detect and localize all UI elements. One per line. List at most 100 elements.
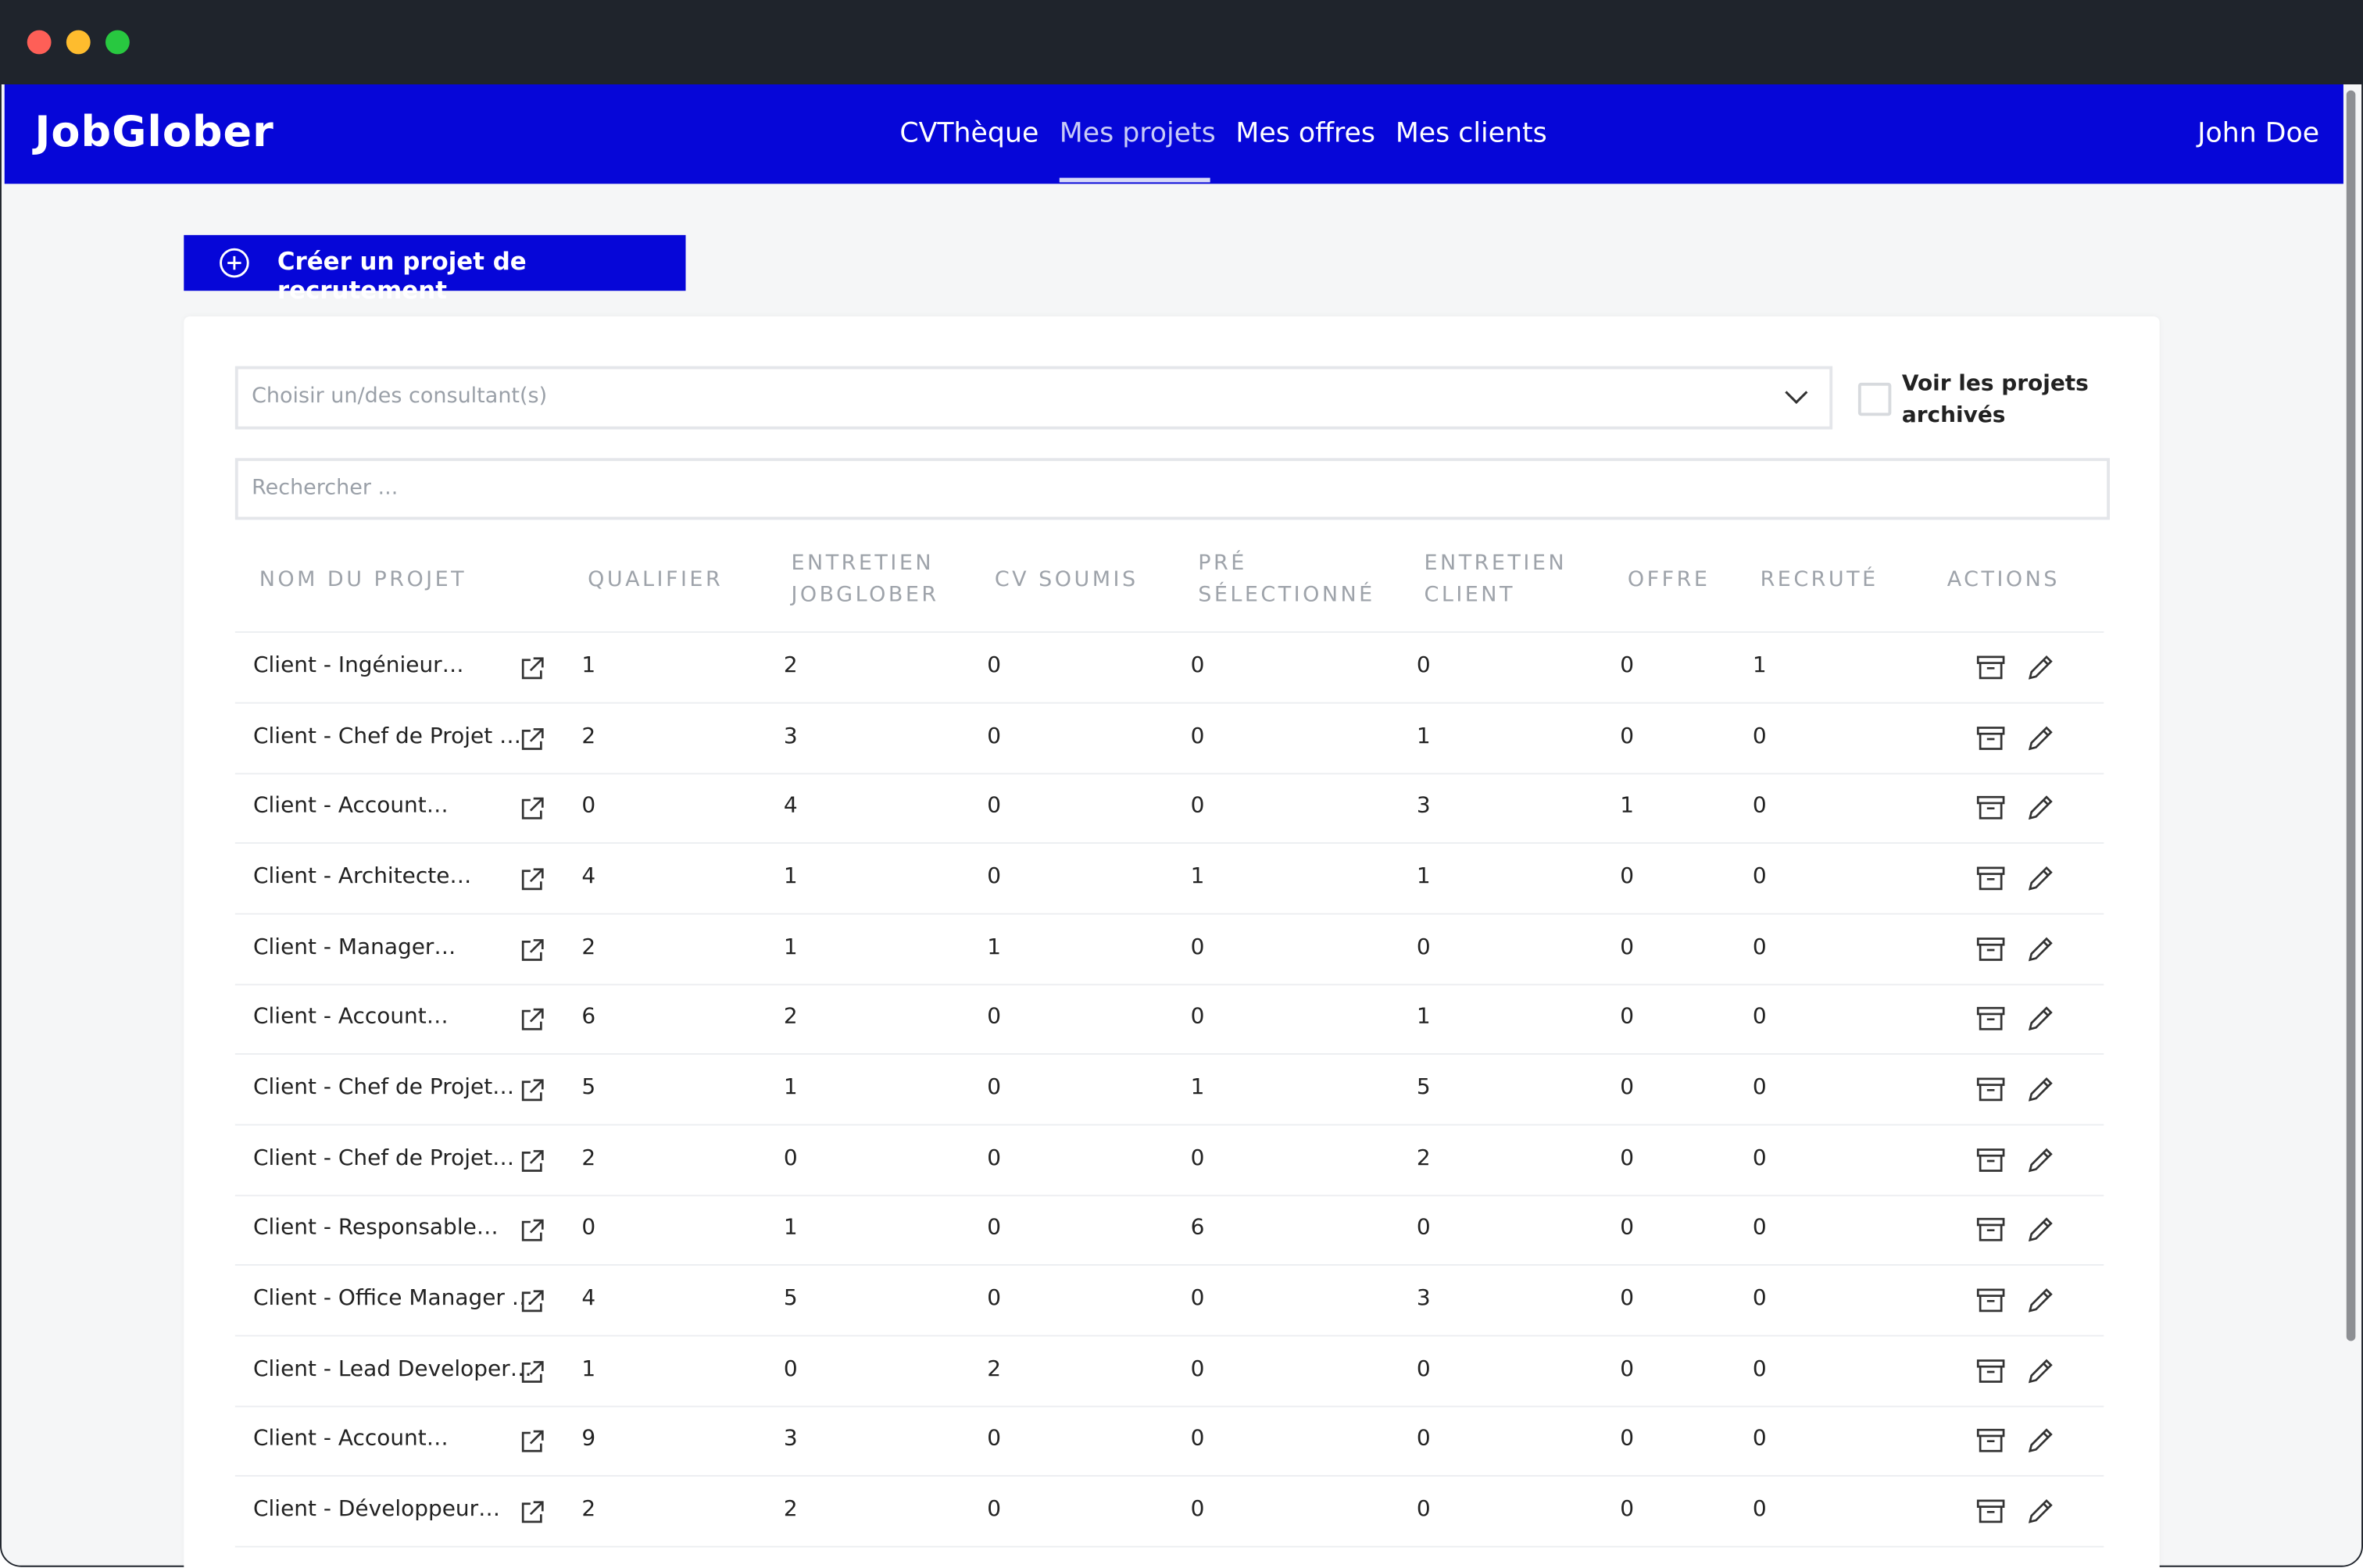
stage-count: 0: [1620, 653, 1635, 678]
row-divider: [234, 1264, 2104, 1266]
stage-count: 0: [1620, 1287, 1635, 1311]
user-name[interactable]: John Doe: [2197, 117, 2320, 149]
column-header: CV SOUMIS: [994, 568, 1139, 592]
stage-count: 0: [1620, 1005, 1635, 1030]
nav-link[interactable]: Mes projets: [1059, 117, 1216, 149]
open-link-icon[interactable]: [517, 1005, 547, 1036]
project-name[interactable]: Client - Responsable…: [252, 1216, 499, 1241]
project-name[interactable]: Client - Ingénieur…: [252, 653, 464, 678]
project-name[interactable]: Client - Développeur…: [252, 1498, 501, 1522]
stage-count: 0: [581, 794, 596, 819]
edit-icon[interactable]: [2025, 652, 2056, 683]
archived-label[interactable]: Voir les projets archivés: [1901, 372, 2089, 428]
project-name[interactable]: Client - Account…: [252, 1427, 449, 1452]
stage-count: 0: [1620, 935, 1635, 959]
maximize-dot[interactable]: [105, 30, 130, 55]
consultant-select[interactable]: Choisir un/des consultant(s): [234, 366, 1833, 430]
open-link-icon[interactable]: [517, 1076, 547, 1106]
logo[interactable]: JobGlober: [34, 106, 274, 157]
stage-count: 0: [581, 1216, 596, 1241]
open-link-icon[interactable]: [517, 865, 547, 895]
close-dot[interactable]: [27, 30, 52, 55]
open-link-icon[interactable]: [517, 724, 547, 755]
archive-icon[interactable]: [1975, 1355, 2006, 1386]
edit-icon[interactable]: [2025, 1285, 2056, 1316]
archive-icon[interactable]: [1975, 1496, 2006, 1527]
stage-count: 1: [1620, 794, 1635, 819]
stage-count: 0: [1416, 1357, 1431, 1381]
archive-icon[interactable]: [1975, 793, 2006, 823]
stage-count: 0: [1620, 864, 1635, 889]
stage-count: 2: [1416, 1146, 1431, 1170]
edit-icon[interactable]: [2025, 863, 2056, 894]
row-divider: [234, 913, 2104, 915]
project-name[interactable]: Client - Office Manager …: [252, 1287, 534, 1311]
open-link-icon[interactable]: [517, 795, 547, 825]
archive-icon[interactable]: [1975, 723, 2006, 753]
nav-link[interactable]: CVThèque: [899, 117, 1039, 149]
stage-count: 0: [1752, 794, 1767, 819]
create-button[interactable]: Créer un projet de recrutement: [184, 234, 686, 305]
chevron-icon: [1785, 391, 1808, 405]
stage-count: 0: [1190, 1498, 1205, 1522]
project-name[interactable]: Client - Chef de Projet…: [252, 1076, 515, 1100]
project-name[interactable]: Client - Chef de Projet …: [252, 723, 522, 748]
open-link-icon[interactable]: [517, 1216, 547, 1247]
archive-icon[interactable]: [1975, 1285, 2006, 1316]
stage-count: 0: [1752, 723, 1767, 748]
open-link-icon[interactable]: [517, 1427, 547, 1458]
edit-icon[interactable]: [2025, 1426, 2056, 1456]
search-input[interactable]: Rechercher ...: [234, 458, 2110, 520]
scrollbar[interactable]: [2346, 90, 2356, 1341]
stage-count: 4: [783, 794, 798, 819]
edit-icon[interactable]: [2025, 1004, 2056, 1034]
project-name[interactable]: Client - Lead Developer…: [252, 1357, 532, 1381]
stage-count: 0: [987, 1287, 1002, 1311]
open-link-icon[interactable]: [517, 1287, 547, 1317]
archive-icon[interactable]: [1975, 1426, 2006, 1456]
stage-count: 0: [1416, 1427, 1431, 1452]
project-name[interactable]: Client - Account…: [252, 794, 449, 819]
stage-count: 3: [783, 1427, 798, 1452]
edit-icon[interactable]: [2025, 1145, 2056, 1175]
stage-count: 0: [987, 1216, 1002, 1241]
stage-count: 0: [1190, 935, 1205, 959]
archive-icon[interactable]: [1975, 652, 2006, 683]
open-link-icon[interactable]: [517, 1357, 547, 1388]
edit-icon[interactable]: [2025, 934, 2056, 964]
project-name[interactable]: Client - Account…: [252, 1005, 449, 1030]
archive-icon[interactable]: [1975, 934, 2006, 964]
stage-count: 0: [1190, 1005, 1205, 1030]
open-link-icon[interactable]: [517, 1498, 547, 1528]
edit-icon[interactable]: [2025, 1215, 2056, 1245]
nav-link[interactable]: Mes clients: [1395, 117, 1547, 149]
archive-icon[interactable]: [1975, 1004, 2006, 1034]
edit-icon[interactable]: [2025, 1496, 2056, 1527]
row-divider: [234, 1545, 2104, 1548]
stage-count: 1: [1190, 864, 1205, 889]
open-link-icon[interactable]: [517, 1146, 547, 1177]
edit-icon[interactable]: [2025, 1355, 2056, 1386]
archive-icon[interactable]: [1975, 1215, 2006, 1245]
project-name[interactable]: Client - Manager…: [252, 935, 456, 959]
stage-count: 1: [1416, 864, 1431, 889]
edit-icon[interactable]: [2025, 793, 2056, 823]
row-divider: [234, 1053, 2104, 1055]
open-link-icon[interactable]: [517, 935, 547, 966]
edit-icon[interactable]: [2025, 723, 2056, 753]
stage-count: 0: [1752, 1005, 1767, 1030]
archive-icon[interactable]: [1975, 1145, 2006, 1175]
project-name[interactable]: Client - Chef de Projet…: [252, 1146, 515, 1170]
archive-icon[interactable]: [1975, 863, 2006, 894]
nav-link[interactable]: Mes offres: [1235, 117, 1375, 149]
project-name[interactable]: Client - Architecte…: [252, 864, 472, 889]
minimize-dot[interactable]: [66, 30, 91, 55]
edit-icon[interactable]: [2025, 1074, 2056, 1105]
archived-checkbox[interactable]: [1857, 382, 1892, 416]
stage-count: 0: [1190, 1146, 1205, 1170]
stage-count: 0: [783, 1357, 798, 1381]
column-header: QUALIFIER: [588, 568, 724, 592]
stage-count: 0: [1752, 1146, 1767, 1170]
open-link-icon[interactable]: [517, 654, 547, 684]
archive-icon[interactable]: [1975, 1074, 2006, 1105]
